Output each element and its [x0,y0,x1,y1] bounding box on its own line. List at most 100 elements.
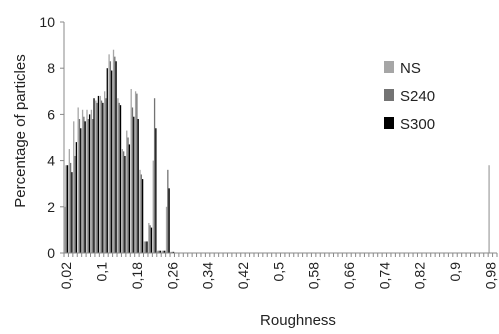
y-tick-label: 10 [39,14,55,30]
bar-s300-6 [93,98,95,253]
bar-s240-2 [74,155,76,253]
x-tick-label: 0,58 [306,262,322,289]
bar-s240-23 [167,169,169,253]
x-tick-label: 0,82 [412,262,428,289]
bar-s240-11 [114,56,116,254]
bar-ns-1 [68,149,70,253]
bar-s240-20 [153,98,156,253]
bar-s300-12 [119,105,122,253]
bar-ns-10 [108,54,110,254]
x-tick-label: 0,74 [376,262,392,289]
y-tick-label: 8 [47,60,55,76]
bar-ns-9 [104,91,106,253]
bar-s240-7 [96,102,98,253]
bar-ns-8 [99,95,101,253]
bar-ns-2 [73,121,75,253]
bar-s240-15 [131,107,134,253]
bar-s300-22 [164,250,166,253]
bar-s300-5 [88,114,91,254]
bar-s300-19 [150,227,153,253]
bar-s240-4 [83,116,85,254]
x-tick-label: 0,66 [341,262,357,289]
legend-swatch-s240 [384,89,394,101]
bar-s300-16 [137,119,139,254]
bar-s240-13 [123,151,125,253]
bar-s300-13 [124,155,126,253]
bars-group [64,49,490,254]
bar-s240-9 [105,98,107,253]
x-tick-label: 0,98 [482,262,498,289]
bar-ns-4 [81,109,84,253]
bar-s300-9 [106,68,108,253]
bar-s240-6 [92,119,94,254]
x-tick-label: 0,5 [270,262,286,282]
bar-s300-17 [141,179,144,253]
bar-s240-3 [78,119,81,254]
bar-ns-21 [157,250,159,253]
bar-s300-1 [71,172,73,253]
bar-s240-21 [158,250,160,253]
bar-s300-7 [97,95,100,253]
x-axis: 0,02 0,1 0,18 0,26 0,34 0,42 0,5 0,58 0,66 0,74 0,… [58,252,498,289]
y-axis: 0 2 4 6 8 10 [39,14,65,261]
x-tick-label: 0,26 [164,262,180,289]
bar-ns-18 [143,241,146,253]
y-axis-title: Percentage of particles [12,54,29,207]
bar-s240-12 [118,102,120,253]
x-tick-label: 0,02 [58,262,74,289]
bar-s300-23 [168,188,170,253]
bar-ns-16 [134,91,137,253]
bar-s300-15 [133,116,135,254]
y-tick-label: 4 [47,153,55,169]
legend-label-ns: NS [400,60,421,77]
bar-s240-24 [171,251,173,253]
bar-ns-17 [139,169,141,253]
bar-s240-5 [87,119,89,254]
bar-s300-10 [111,70,113,253]
bar-s240-10 [109,61,112,253]
bar-s300-2 [75,142,77,253]
y-tick-label: 2 [47,199,55,215]
bar-s240-8 [100,100,103,253]
legend: NS S240 S300 [384,60,435,133]
bar-ns-5 [86,109,88,253]
bar-s240-14 [127,137,129,253]
bar-ns-24 [170,251,172,253]
bar-s240-16 [136,93,138,253]
bar-s300-3 [80,128,82,253]
legend-label-s240: S240 [400,88,435,105]
x-axis-title: Roughness [260,312,336,329]
bar-s300-21 [159,250,161,253]
bar-s240-17 [140,174,142,253]
legend-swatch-ns [384,61,394,73]
y-tick-label: 6 [47,106,55,122]
bar-s300-18 [146,241,148,253]
bar-s300-8 [102,102,104,253]
bar-s240-1 [69,162,72,253]
bar-ns-6 [90,109,93,253]
x-tick-label: 0,34 [200,262,216,289]
bar-s240-19 [149,225,151,253]
bar-ns-20 [152,160,154,253]
x-tick-label: 0,9 [447,262,463,282]
bar-ns-12 [117,98,119,253]
legend-label-s300: S300 [400,116,435,133]
bar-s300-20 [155,128,157,253]
x-tick-label: 0,42 [235,262,251,289]
bar-ns-96 [488,165,490,253]
bar-ns-3 [77,107,79,253]
bar-s300-0 [66,165,69,253]
bar-s240-0 [65,165,67,253]
bar-s300-14 [128,144,131,253]
y-tick-label: 0 [47,245,55,261]
bar-s300-11 [115,61,117,253]
bar-ns-15 [130,88,132,254]
x-tick-label: 0,1 [94,262,110,282]
bar-ns-11 [112,49,115,253]
bar-ns-23 [165,206,168,253]
bar-ns-22 [161,250,163,253]
bar-ns-7 [95,100,97,253]
bar-ns-13 [121,149,123,253]
